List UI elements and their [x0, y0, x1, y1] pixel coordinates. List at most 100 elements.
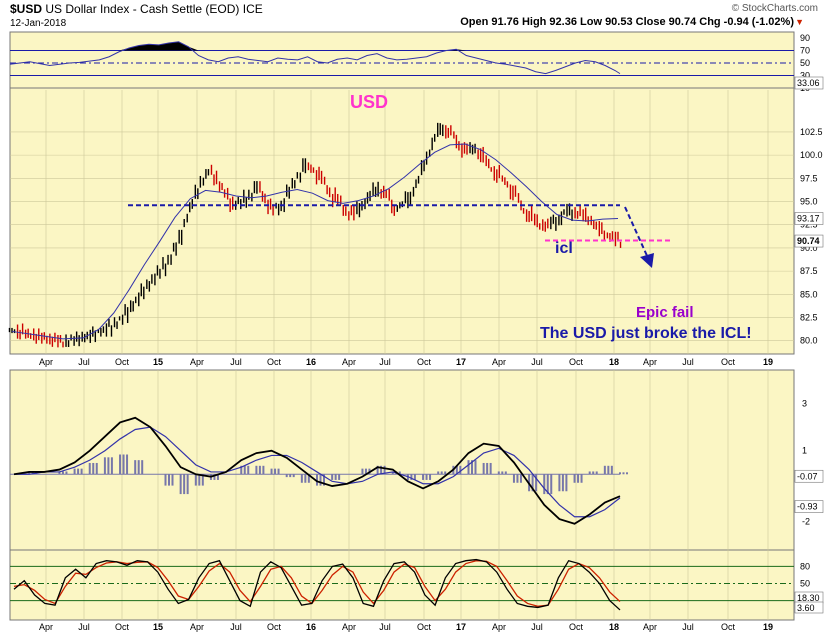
rsi-current-label: 33.06 — [794, 76, 824, 90]
stoch-x-tick-label: Apr — [643, 622, 657, 632]
stoch-x-tick-label: Jul — [379, 622, 391, 632]
macd-tick-labels: 3 1 -2 — [802, 399, 810, 527]
price-x-tick-label: 15 — [153, 357, 163, 367]
price-x-tick-label: Jul — [531, 357, 543, 367]
macd-right-label: -0.93 — [797, 502, 818, 512]
stoch-x-tick-label: Jul — [230, 622, 242, 632]
macd-right-label: -0.07 — [797, 471, 818, 481]
price-right-labels: 93.17 90.74 — [794, 212, 824, 248]
price-x-tick-label: 16 — [306, 357, 316, 367]
price-x-tick-label: Oct — [417, 357, 432, 367]
price-tick-label: 100.0 — [800, 150, 823, 160]
ohlc-readout: Open 91.76 High 92.36 Low 90.53 Close 90… — [460, 16, 794, 28]
ohlc-text: Open 91.76 High 92.36 Low 90.53 Close 90… — [460, 16, 794, 28]
stoch-right-label-box — [794, 601, 824, 614]
symbol-title: $USD US Dollar Index - Cash Settle (EOD)… — [10, 2, 263, 16]
price-x-tick-label: Apr — [190, 357, 204, 367]
price-x-tick-label: Jul — [379, 357, 391, 367]
macd-tick-label: -2 — [802, 516, 810, 526]
exchange: ICE — [242, 2, 263, 16]
macd-signal-line — [14, 426, 621, 518]
down-arrow-icon: ▼ — [795, 17, 804, 27]
stoch-x-tick-label: Jul — [531, 622, 543, 632]
price-right-label-box — [794, 234, 824, 248]
price-x-tick-label: Oct — [115, 357, 130, 367]
price-x-tick-label: 19 — [763, 357, 773, 367]
stoch-x-tick-label: Oct — [417, 622, 432, 632]
price-tick-label: 85.0 — [800, 289, 818, 299]
stoch-x-tick-label: 18 — [609, 622, 619, 632]
price-tick-label: 87.5 — [800, 266, 818, 276]
usd-title-annotation: USD — [350, 92, 388, 112]
price-x-tick-label: Oct — [569, 357, 584, 367]
icl-annotation: icl — [555, 240, 573, 257]
stoch-right-labels: 18.303.60 — [794, 591, 824, 614]
price-right-label: 90.74 — [797, 236, 820, 246]
price-tick-label: 95.0 — [800, 197, 818, 207]
price-x-tick-label: 17 — [456, 357, 466, 367]
stoch-x-tick-label: Oct — [569, 622, 584, 632]
macd-right-label-box — [794, 500, 824, 513]
stoch-right-label: 3.60 — [797, 603, 815, 613]
rsi-tick-label: 30 — [800, 71, 810, 81]
price-tick-label: 82.5 — [800, 313, 818, 323]
macd-tick-label: 1 — [802, 446, 807, 456]
chart-date: 12-Jan-2018 — [10, 18, 67, 29]
macd-grid — [45, 370, 769, 620]
stoch-x-tick-label: Apr — [342, 622, 356, 632]
price-grid — [10, 90, 794, 354]
price-x-tick-label: Apr — [643, 357, 657, 367]
price-x-tick-label: Apr — [342, 357, 356, 367]
stoch-x-tick-label: Jul — [682, 622, 694, 632]
stoch-x-tick-label: 16 — [306, 622, 316, 632]
stoch-x-tick-label: Oct — [267, 622, 282, 632]
price-x-tick-label: 18 — [609, 357, 619, 367]
price-right-label-box — [794, 212, 824, 225]
stoch-x-tick-label: Oct — [721, 622, 736, 632]
price-tick-label: 80.0 — [800, 336, 818, 346]
macd-line — [13, 416, 621, 525]
stoch-x-tick-label: 19 — [763, 622, 773, 632]
rsi-tick-label: 70 — [800, 46, 810, 56]
down-arrow-annotation — [624, 206, 654, 268]
symbol: $USD — [10, 2, 43, 16]
macd-histogram — [10, 454, 628, 495]
stoch-x-tick-labels: Apr Jul Oct 15 Apr Jul Oct 16 Apr Jul Oct 17 Apr Jul O… — [39, 622, 773, 632]
macd-tick-label: 3 — [802, 399, 807, 409]
stoch-x-tick-label: Jul — [78, 622, 90, 632]
epic-fail-annotation: Epic fail — [636, 304, 694, 321]
watermark: © StockCharts.com — [731, 3, 818, 14]
price-x-tick-labels: Apr Jul Oct 15 Apr Jul Oct 16 Apr Jul Oct 17 Apr Jul O… — [39, 357, 773, 367]
stoch-x-tick-label: Apr — [492, 622, 506, 632]
stoch-tick-labels: 80 50 — [800, 561, 810, 588]
stoch-x-tick-label: Oct — [115, 622, 130, 632]
moving-average-line — [11, 143, 619, 340]
price-tick-label: 97.5 — [800, 173, 818, 183]
macd-right-label-box — [794, 469, 824, 483]
price-x-tick-label: Jul — [78, 357, 90, 367]
broke-icl-annotation: The USD just broke the ICL! — [540, 325, 752, 342]
rsi-tick-label: 50 — [800, 58, 810, 68]
price-x-tick-label: Apr — [39, 357, 53, 367]
stoch-x-tick-label: Apr — [190, 622, 204, 632]
stoch-right-label: 18.30 — [797, 593, 820, 603]
stoch-tick-label: 50 — [800, 579, 810, 589]
index-name: US Dollar Index - Cash Settle (EOD) — [45, 2, 240, 16]
stoch-x-tick-label: 17 — [456, 622, 466, 632]
stoch-fast-line — [13, 558, 621, 611]
rsi-tick-label: 90 — [800, 33, 810, 43]
price-x-tick-label: Jul — [682, 357, 694, 367]
price-x-tick-label: Oct — [267, 357, 282, 367]
price-x-tick-label: Jul — [230, 357, 242, 367]
price-x-tick-label: Apr — [492, 357, 506, 367]
price-x-tick-label: Oct — [721, 357, 736, 367]
stoch-x-tick-label: 15 — [153, 622, 163, 632]
price-tick-label: 90.0 — [800, 243, 818, 253]
price-tick-label: 102.5 — [800, 127, 823, 137]
price-right-label: 93.17 — [797, 214, 820, 224]
macd-right-labels: -0.07 -0.93 — [794, 469, 824, 513]
rsi-current-value: 33.06 — [797, 78, 820, 88]
macd-panel-bg — [9, 369, 795, 551]
